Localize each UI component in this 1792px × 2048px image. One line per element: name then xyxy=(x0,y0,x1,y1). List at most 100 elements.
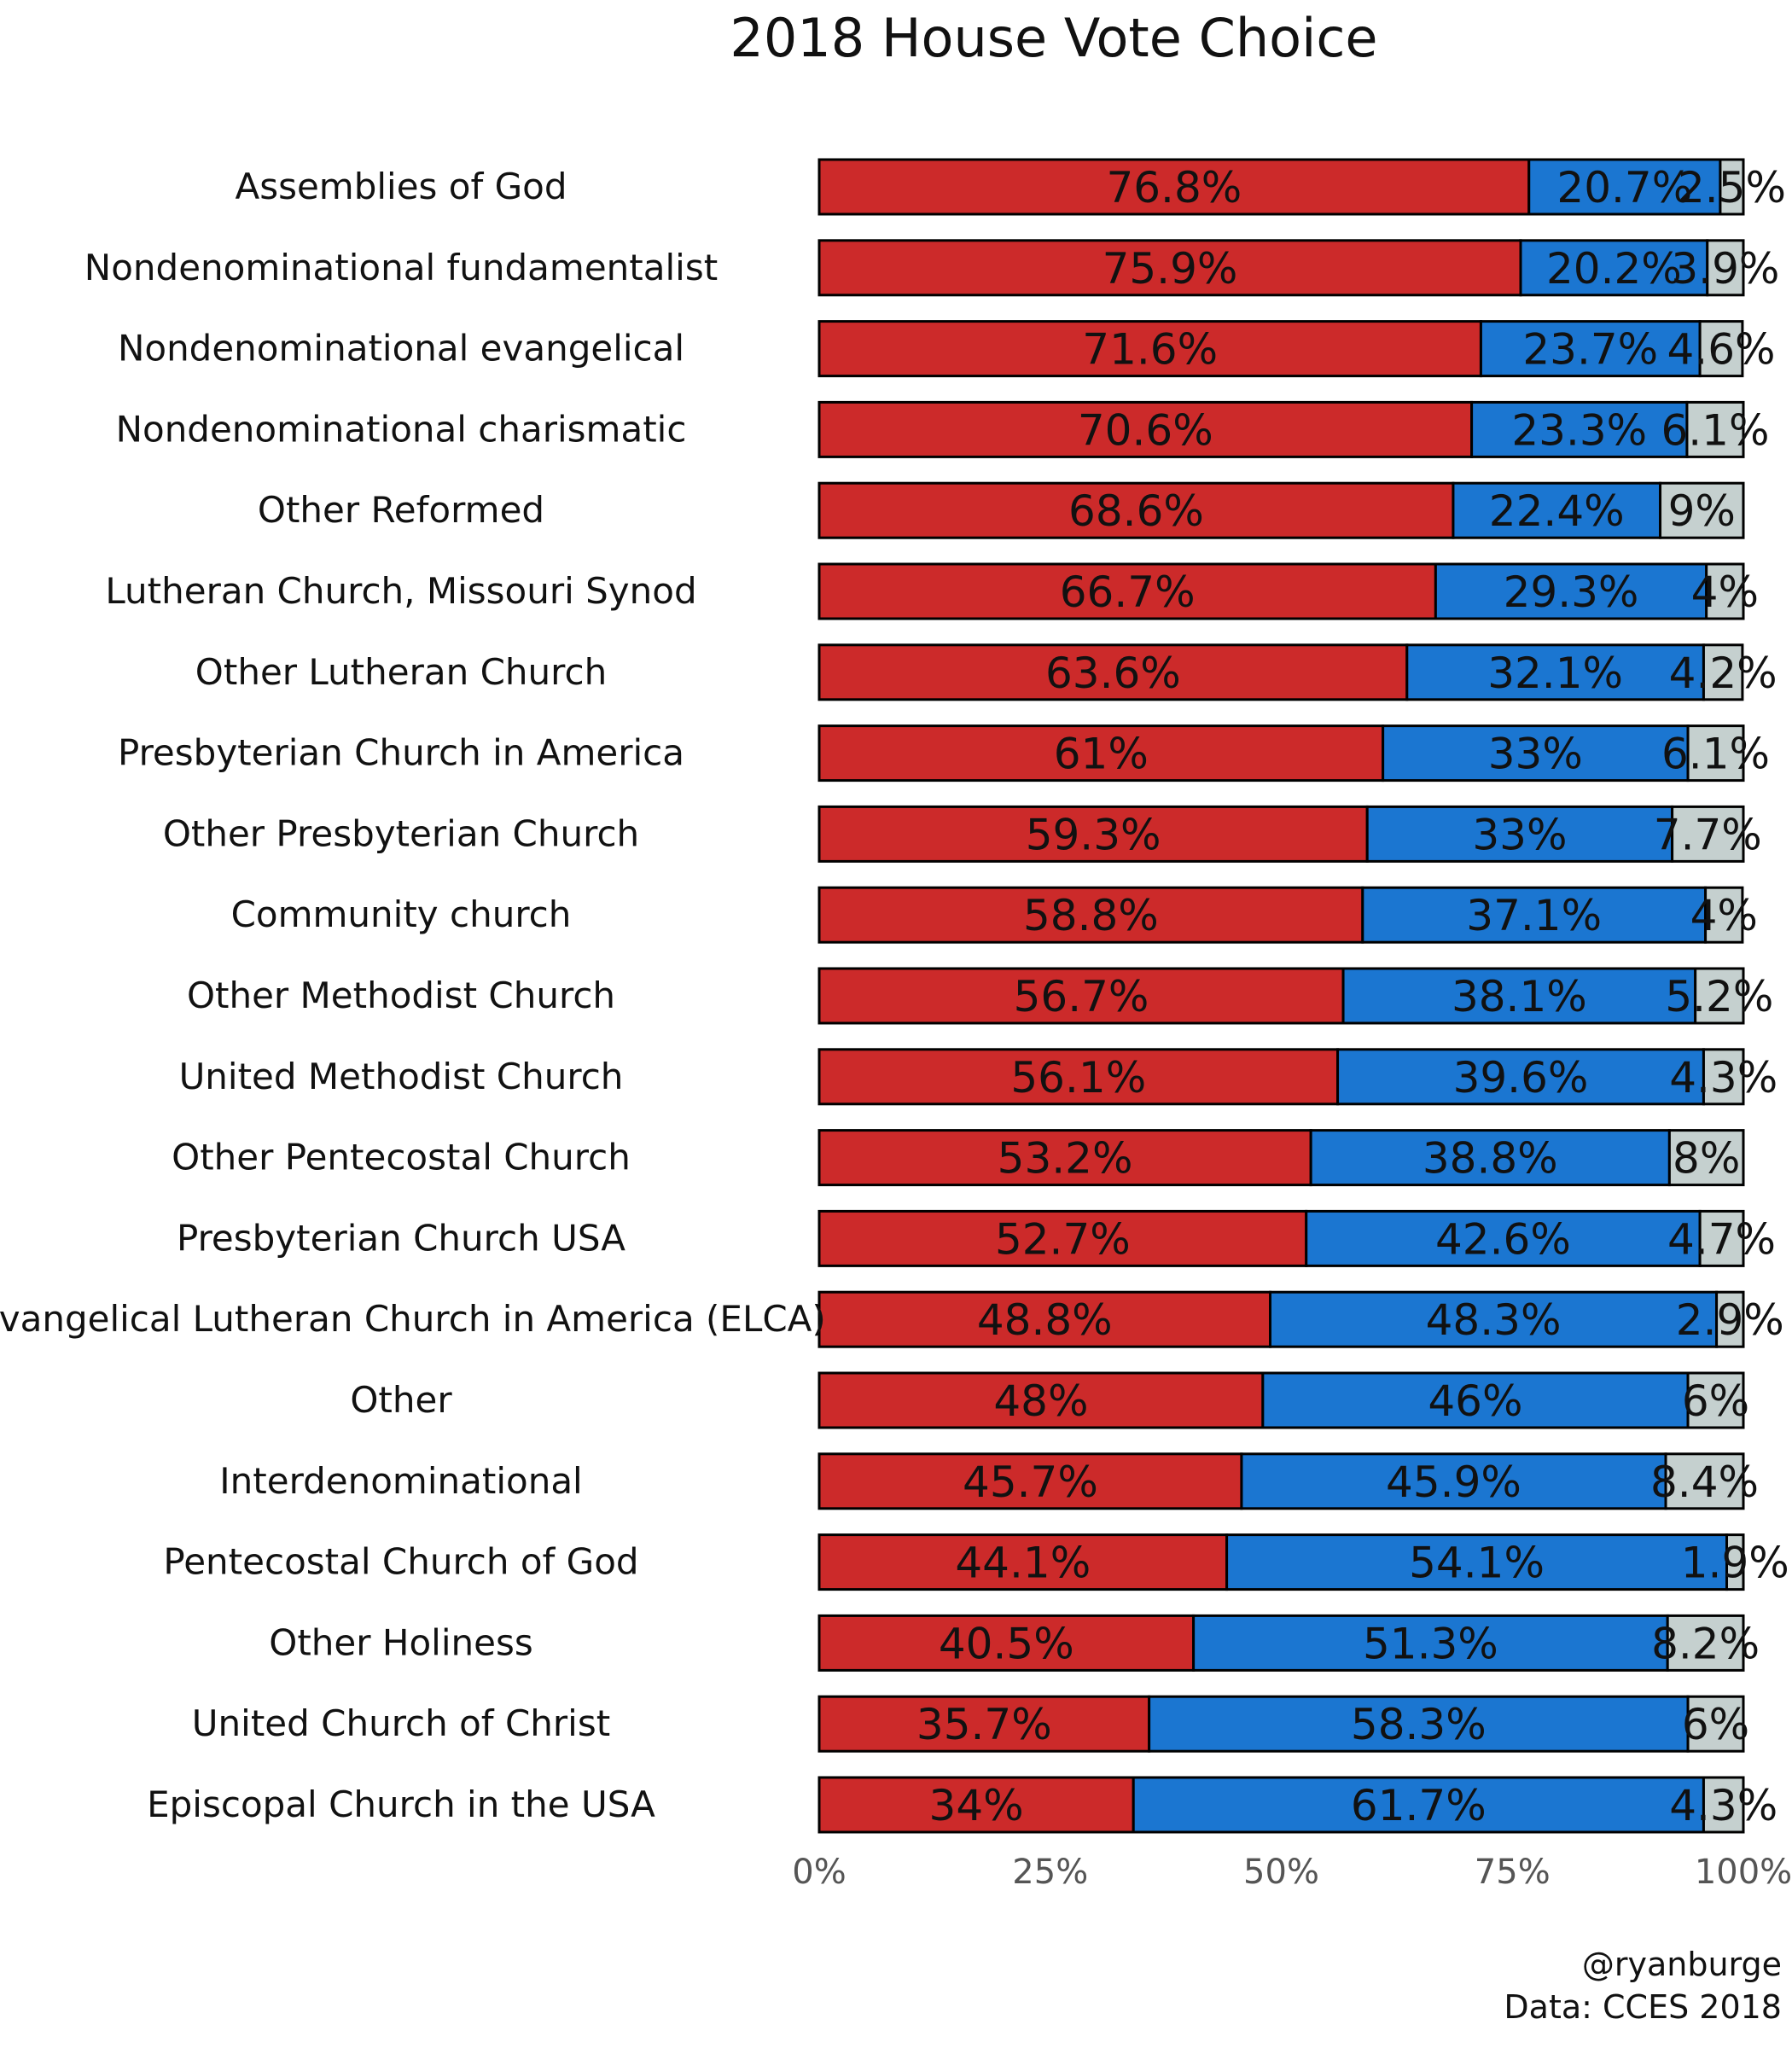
bar-segment xyxy=(1452,481,1662,539)
data-label: 48.3% xyxy=(1426,1295,1562,1345)
data-label: 5.2% xyxy=(1665,972,1773,1021)
category-label: Lutheran Church, Missouri Synod xyxy=(105,570,696,612)
category-label: Episcopal Church in the USA xyxy=(147,1783,655,1825)
data-label: 4.7% xyxy=(1667,1214,1776,1264)
data-label: 4% xyxy=(1690,891,1758,940)
data-label: 66.7% xyxy=(1060,567,1196,617)
bar-segment xyxy=(817,562,1437,620)
data-label: 56.1% xyxy=(1010,1053,1146,1103)
data-label: 29.3% xyxy=(1504,567,1639,617)
bar-segment xyxy=(1702,1048,1745,1106)
bar-segment xyxy=(1667,1129,1745,1187)
data-label: 58.3% xyxy=(1351,1700,1487,1749)
bar-segment xyxy=(1725,1533,1745,1591)
bar-segment xyxy=(1309,1129,1671,1187)
bar-segment xyxy=(1434,562,1708,620)
bar-segment xyxy=(1686,1695,1745,1753)
category-label: Other Lutheran Church xyxy=(195,651,607,693)
bar-segment xyxy=(1336,1048,1705,1106)
data-label: 71.6% xyxy=(1082,325,1218,375)
x-tick-label: 100% xyxy=(1695,1853,1792,1892)
data-label: 37.1% xyxy=(1466,891,1602,940)
data-label: 48.8% xyxy=(977,1295,1113,1345)
category-label: Other Holiness xyxy=(269,1621,532,1663)
data-label: 75.9% xyxy=(1103,244,1238,294)
bar-segment xyxy=(817,643,1409,701)
bar-segment xyxy=(1225,1533,1729,1591)
data-label: 3.9% xyxy=(1671,244,1779,294)
bar-segment xyxy=(817,1614,1196,1672)
bar-segment xyxy=(1686,724,1745,783)
bar-segment xyxy=(1192,1614,1669,1672)
bar-segment xyxy=(1698,320,1744,378)
bar-segment xyxy=(817,1371,1265,1429)
data-label: 54.1% xyxy=(1409,1539,1545,1588)
x-tick-label: 25% xyxy=(1012,1853,1088,1892)
data-label: 23.3% xyxy=(1511,405,1647,455)
data-label: 4.3% xyxy=(1669,1781,1777,1830)
data-label: 51.3% xyxy=(1363,1619,1498,1668)
category-label: Nondenominational charismatic xyxy=(116,408,687,450)
data-label: 2.5% xyxy=(1678,163,1786,212)
bar-segment xyxy=(1719,158,1745,216)
bar-segment xyxy=(1694,967,1745,1025)
value-labels-layer: 76.8% 20.7%2.5%75.9% 20.2%3.9%71.6% 23.7% 4.… xyxy=(916,163,1789,1830)
data-label: 63.6% xyxy=(1045,649,1181,698)
bar-segment xyxy=(1361,886,1708,944)
bar-segment xyxy=(817,158,1531,216)
data-label: 20.7% xyxy=(1556,163,1692,212)
category-label: Other Presbyterian Church xyxy=(163,812,639,854)
bar-segment xyxy=(1527,158,1722,216)
category-label: Other Pentecostal Church xyxy=(172,1137,631,1178)
data-label: 20.2% xyxy=(1546,244,1682,294)
bar-segment xyxy=(1382,724,1690,783)
bar-segment xyxy=(1704,886,1744,944)
category-label: Presbyterian Church in America xyxy=(118,732,684,774)
bar-segment xyxy=(1666,1614,1745,1672)
data-label: 59.3% xyxy=(1026,810,1161,859)
bar-segment xyxy=(1305,1209,1702,1267)
data-label: 8.2% xyxy=(1651,1619,1760,1668)
bar-segment xyxy=(1479,320,1702,378)
bars-layer xyxy=(817,158,1745,1834)
data-label: 6% xyxy=(1682,1700,1749,1749)
data-label: 4.3% xyxy=(1669,1053,1777,1103)
bar-segment xyxy=(1705,562,1745,620)
bar-segment xyxy=(1686,1371,1745,1429)
data-label: 42.6% xyxy=(1435,1214,1571,1264)
data-label: 6.1% xyxy=(1661,730,1770,779)
data-label: 35.7% xyxy=(916,1700,1052,1749)
data-label: 4.2% xyxy=(1669,649,1777,698)
x-axis: 0% 25% 50% 75% 100% xyxy=(792,1853,1792,1892)
category-label: Interdenominational xyxy=(219,1460,582,1502)
bar-segment xyxy=(1470,400,1689,458)
category-label: Community church xyxy=(231,893,572,935)
data-label: 39.6% xyxy=(1453,1053,1589,1103)
data-label: 6.1% xyxy=(1661,405,1769,455)
data-label: 45.9% xyxy=(1386,1457,1521,1507)
bar-segment xyxy=(817,400,1474,458)
data-label: 1.9% xyxy=(1681,1539,1789,1588)
bar-segment xyxy=(817,1129,1312,1187)
data-label: 33% xyxy=(1472,810,1567,859)
bar-segment xyxy=(1664,1452,1745,1510)
chart-title: 2018 House Vote Choice xyxy=(730,7,1378,69)
data-label: 22.4% xyxy=(1489,486,1625,536)
data-label: 40.5% xyxy=(939,1619,1074,1668)
bar-segment xyxy=(1261,1371,1690,1429)
data-label: 61.7% xyxy=(1351,1781,1487,1830)
data-label: 32.1% xyxy=(1487,649,1623,698)
bar-segment xyxy=(817,481,1455,539)
bar-segment xyxy=(817,1290,1272,1348)
data-label: 61% xyxy=(1054,730,1149,779)
bar-segment xyxy=(1365,805,1674,863)
data-label: 2.9% xyxy=(1676,1295,1784,1345)
data-label: 53.2% xyxy=(998,1134,1133,1184)
data-label: 45.7% xyxy=(963,1457,1098,1507)
data-label: 44.1% xyxy=(955,1539,1091,1588)
x-tick-label: 75% xyxy=(1475,1853,1551,1892)
bar-segment xyxy=(1671,805,1745,863)
bar-segment xyxy=(817,1533,1229,1591)
category-label: Presbyterian Church USA xyxy=(177,1217,625,1259)
